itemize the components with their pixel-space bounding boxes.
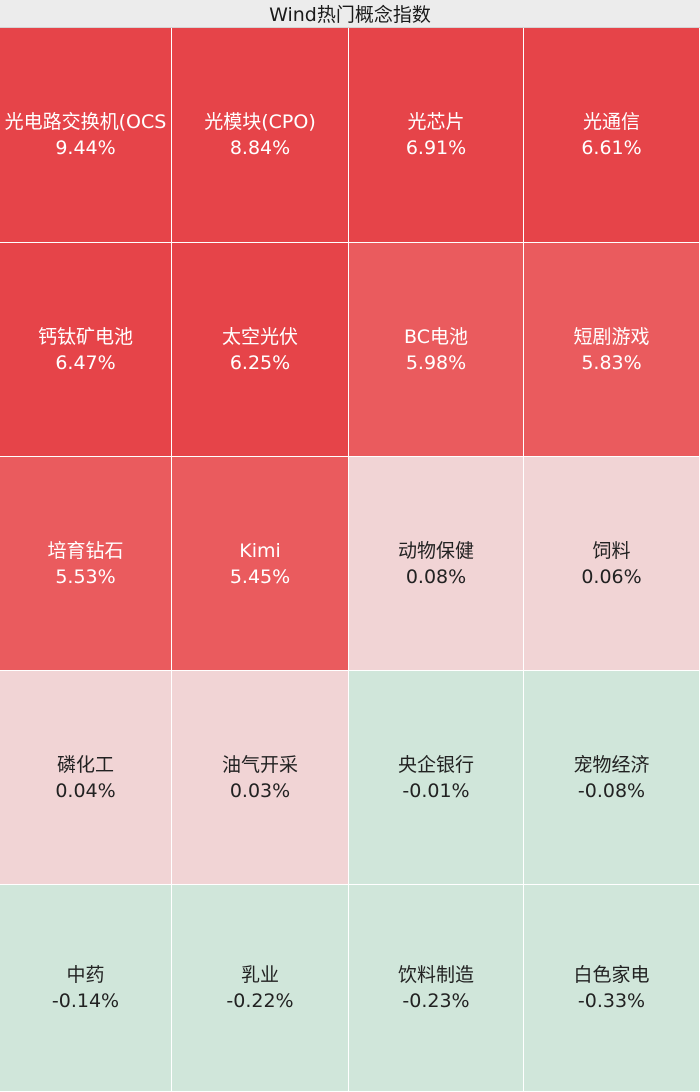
cell-name: 光电路交换机(OCS <box>4 111 167 133</box>
heatmap-cell: 饲料 0.06% <box>524 457 700 671</box>
heatmap-cell: 乳业 -0.22% <box>172 885 349 1092</box>
heatmap-cell: 光电路交换机(OCS 9.44% <box>0 28 172 243</box>
cell-value-label: -0.22% <box>226 990 294 1012</box>
cell-name: 光模块(CPO) <box>204 111 316 133</box>
heatmap-cell: Kimi 5.45% <box>172 457 349 671</box>
cell-value-label: -0.23% <box>402 990 470 1012</box>
cell-name: 钙钛矿电池 <box>37 325 133 348</box>
cell-value-label: 0.08% <box>405 565 467 588</box>
heatmap-cell: 培育钻石 5.53% <box>0 457 172 671</box>
cell-name: 短剧游戏 <box>573 325 650 348</box>
cell-value-label: 8.84% <box>229 137 291 159</box>
cell-value-label: 9.44% <box>55 137 116 159</box>
heatmap-cell: 磷化工 0.04% <box>0 671 172 885</box>
cell-value-label: -0.08% <box>577 779 646 802</box>
cell-name: BC电池 <box>404 325 468 348</box>
cell-value-label: -0.01% <box>402 779 470 802</box>
cell-name: 培育钻石 <box>47 539 124 562</box>
heatmap-cell: 油气开采 0.03% <box>172 671 349 885</box>
heatmap-cell: BC电池 5.98% <box>349 243 524 457</box>
heatmap-cell: 中药 -0.14% <box>0 885 172 1092</box>
cell-value-label: 5.83% <box>581 351 642 374</box>
cell-name: 饮料制造 <box>397 964 474 986</box>
cell-name: 太空光伏 <box>221 325 298 348</box>
cell-name: 动物保健 <box>397 539 474 562</box>
cell-name: Kimi <box>239 539 281 562</box>
heatmap-cell: 钙钛矿电池 6.47% <box>0 243 172 457</box>
cell-value-label: 5.53% <box>55 565 116 588</box>
cell-name: 光芯片 <box>407 111 465 133</box>
heatmap-cell: 宠物经济 -0.08% <box>524 671 700 885</box>
heatmap-cell: 央企银行 -0.01% <box>349 671 524 885</box>
cell-name: 宠物经济 <box>573 753 650 776</box>
cell-name: 乳业 <box>240 964 279 986</box>
cell-value-label: 6.47% <box>55 351 116 374</box>
cell-name: 白色家电 <box>573 964 650 986</box>
cell-value-label: 5.98% <box>405 351 467 374</box>
cell-name: 央企银行 <box>397 753 474 776</box>
cell-name: 光通信 <box>582 111 640 133</box>
heatmap-cell: 动物保健 0.08% <box>349 457 524 671</box>
cell-name: 中药 <box>66 964 105 986</box>
cell-value-label: 0.04% <box>55 779 116 802</box>
cell-value-label: 6.61% <box>581 137 642 159</box>
cell-value-label: -0.14% <box>51 990 120 1012</box>
cell-name: 磷化工 <box>56 753 114 776</box>
cell-name: 饲料 <box>592 539 631 562</box>
heatmap-cell: 光通信 6.61% <box>524 28 700 243</box>
heatmap-cell: 光模块(CPO) 8.84% <box>172 28 349 243</box>
heatmap-cell: 白色家电 -0.33% <box>524 885 700 1092</box>
heatmap-cell: 光芯片 6.91% <box>349 28 524 243</box>
chart-title: Wind热门概念指数 <box>0 0 700 28</box>
cell-value-label: -0.33% <box>577 990 646 1012</box>
cell-value-label: 6.91% <box>405 137 467 159</box>
heatmap-grid: 光电路交换机(OCS 9.44% 光模块(CPO) 8.84% 光芯片 6.91% 光通信 6… <box>0 28 700 1092</box>
heatmap-cell: 太空光伏 6.25% <box>172 243 349 457</box>
heatmap-cell: 短剧游戏 5.83% <box>524 243 700 457</box>
heatmap-cell: 饮料制造 -0.23% <box>349 885 524 1092</box>
cell-name: 油气开采 <box>221 753 298 776</box>
cell-value-label: 0.03% <box>229 779 291 802</box>
cell-value-label: 5.45% <box>229 565 291 588</box>
cell-value-label: 6.25% <box>229 351 291 374</box>
cell-value-label: 0.06% <box>581 565 642 588</box>
